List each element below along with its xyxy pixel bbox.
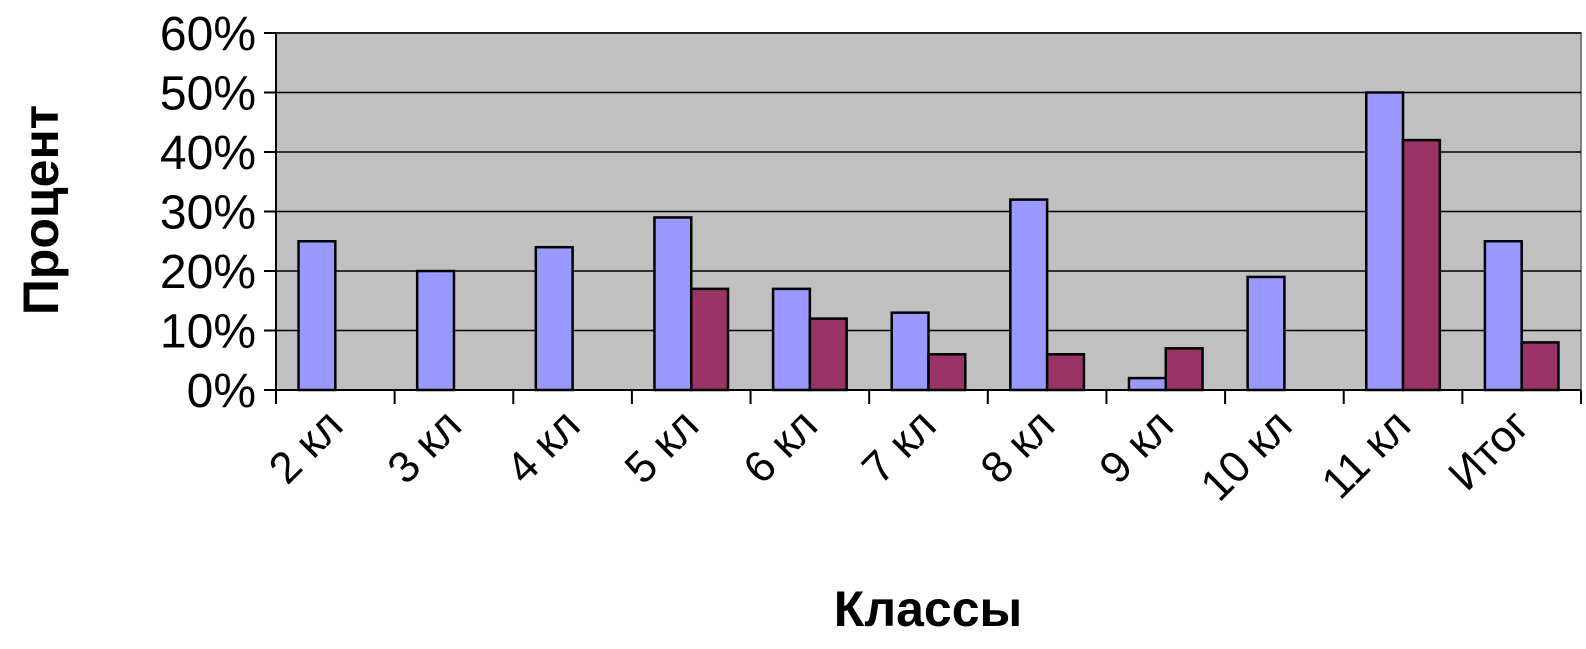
x-tick-label: 10 кл bbox=[1191, 400, 1301, 510]
bar-series-2 bbox=[1401, 138, 1442, 392]
y-tick-label: 30% bbox=[160, 187, 256, 240]
y-tick-label: 20% bbox=[160, 246, 256, 299]
bar-series-1 bbox=[534, 245, 574, 392]
x-tick-label: 6 кл bbox=[734, 400, 827, 493]
bars bbox=[297, 91, 1560, 392]
x-tick-label: Итог bbox=[1439, 400, 1539, 500]
y-tick-label: 40% bbox=[160, 127, 256, 180]
bar-series-1 bbox=[1009, 198, 1049, 392]
bar-series-1 bbox=[1365, 91, 1405, 392]
y-axis-title: Процент bbox=[13, 105, 69, 315]
bar-series-1 bbox=[890, 311, 930, 392]
bar-series-2 bbox=[927, 353, 967, 392]
bar-series-2 bbox=[1164, 347, 1204, 392]
bar-series-1 bbox=[297, 240, 337, 392]
bar-series-1 bbox=[1246, 275, 1286, 392]
x-axis-title: Классы bbox=[834, 581, 1022, 637]
bar-series-2 bbox=[808, 317, 848, 392]
x-tick-labels: 2 кл 3 кл 4 кл 5 кл 6 кл 7 кл 8 кл 9 кл 10 кл 11 … bbox=[260, 400, 1539, 510]
x-tick-label: 8 кл bbox=[971, 400, 1064, 493]
y-tick-label: 60% bbox=[160, 8, 256, 61]
bar-series-2 bbox=[1520, 341, 1560, 392]
bar-series-1 bbox=[415, 269, 456, 392]
y-tick-label: 0% bbox=[187, 365, 256, 418]
bar-series-1 bbox=[653, 216, 693, 392]
x-tick-label: 2 кл bbox=[260, 400, 353, 493]
bar-series-2 bbox=[1045, 353, 1086, 392]
axes bbox=[264, 32, 1582, 404]
bar-series-1 bbox=[1483, 240, 1523, 392]
x-tick-label: 3 кл bbox=[378, 400, 471, 493]
bar-series-1 bbox=[771, 287, 812, 392]
y-tick-label: 10% bbox=[160, 306, 256, 359]
y-tick-label: 50% bbox=[160, 68, 256, 121]
x-tick-label: 7 кл bbox=[853, 400, 946, 493]
x-tick-label: 4 кл bbox=[497, 400, 590, 493]
bar-series-2 bbox=[689, 287, 730, 392]
x-tick-label: 5 кл bbox=[616, 400, 709, 493]
bar-series-1 bbox=[1127, 376, 1168, 392]
x-tick-label: 9 кл bbox=[1090, 400, 1183, 493]
gridlines bbox=[276, 32, 1581, 332]
y-tick-labels: 0% 10% 20% 30% 40% 50% 60% bbox=[160, 8, 256, 418]
x-tick-label: 11 кл bbox=[1312, 400, 1420, 508]
